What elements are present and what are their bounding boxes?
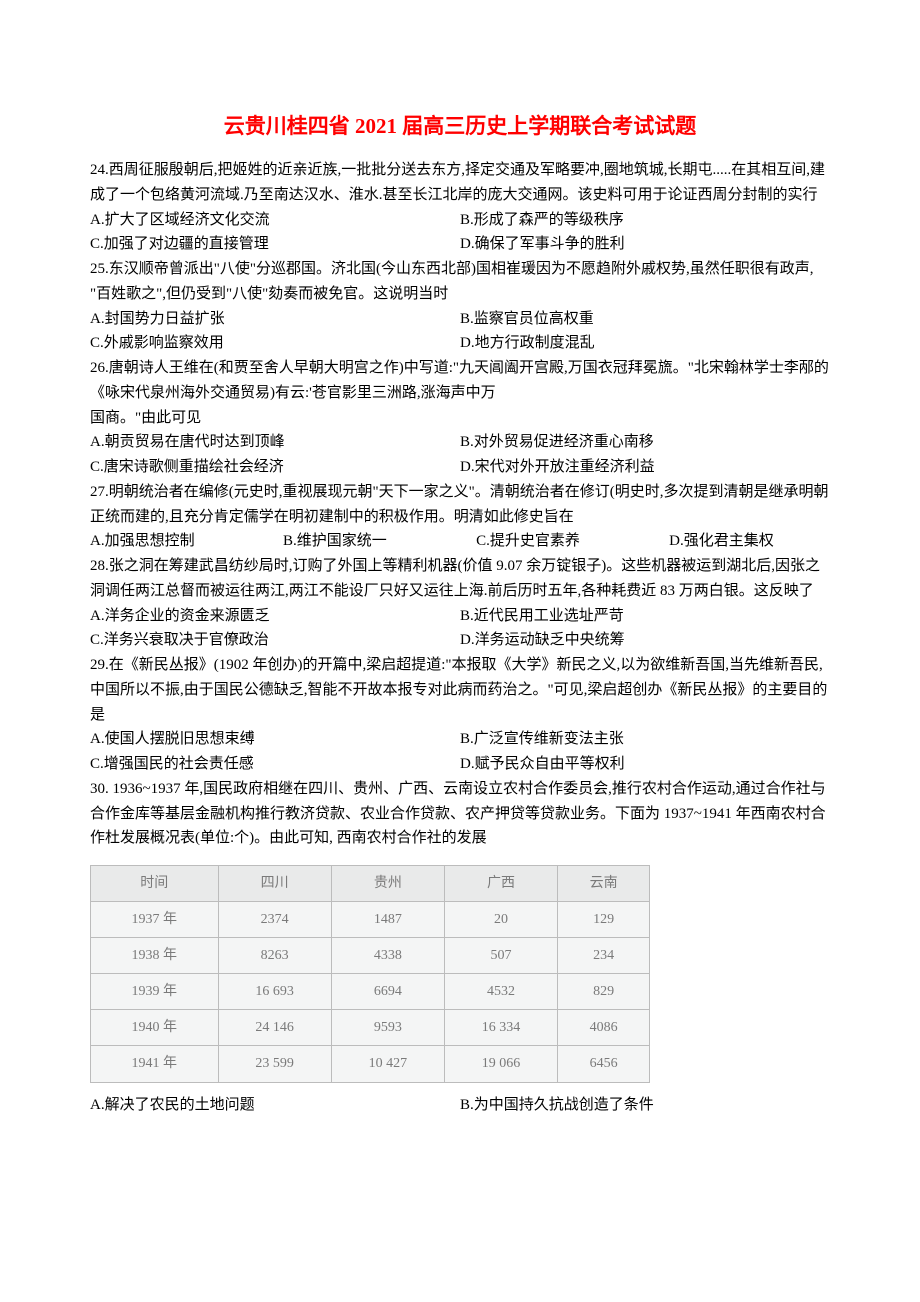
cell: 20 <box>444 902 557 938</box>
q25-opt-a: A.封国势力日益扩张 <box>90 307 460 332</box>
cell: 8263 <box>218 938 331 974</box>
q26-opt-d: D.宋代对外开放注重经济利益 <box>460 455 830 480</box>
q26-opt-b: B.对外贸易促进经济重心南移 <box>460 430 830 455</box>
cell: 4532 <box>444 974 557 1010</box>
cell: 1939 年 <box>91 974 219 1010</box>
q25-opt-c: C.外戚影响监察效用 <box>90 331 460 356</box>
cell: 23 599 <box>218 1046 331 1082</box>
cell: 6694 <box>331 974 444 1010</box>
q26-options: A.朝贡贸易在唐代时达到顶峰 B.对外贸易促进经济重心南移 C.唐宋诗歌侧重描绘… <box>90 430 830 480</box>
q25-opt-b: B.监察官员位高权重 <box>460 307 830 332</box>
q26-opt-a: A.朝贡贸易在唐代时达到顶峰 <box>90 430 460 455</box>
q29-opt-d: D.赋予民众自由平等权利 <box>460 752 830 777</box>
q24-stem: 24.西周征服殷朝后,把姬姓的近亲近族,一批批分送去东方,择定交通及军略要冲,圈… <box>90 158 830 208</box>
q27-opt-a: A.加强思想控制 <box>90 529 283 554</box>
q28-opt-d: D.洋务运动缺乏中央统筹 <box>460 628 830 653</box>
q29-stem: 29.在《新民丛报》(1902 年创办)的开篇中,梁启超提道:"本报取《大学》新… <box>90 653 830 727</box>
q24-opt-d: D.确保了军事斗争的胜利 <box>460 232 830 257</box>
q30-options: A.解决了农民的土地问题 B.为中国持久抗战创造了条件 <box>90 1093 830 1118</box>
cell: 19 066 <box>444 1046 557 1082</box>
q30-table-wrap: 时间 四川 贵州 广西 云南 1937 年 2374 1487 20 129 <box>90 865 830 1083</box>
th-time: 时间 <box>91 866 219 902</box>
q25-stem: 25.东汉顺帝曾派出"八使"分巡郡国。济北国(今山东西北部)国相崔瑗因为不愿趋附… <box>90 257 830 307</box>
q27-opt-c: C.提升史官素养 <box>476 529 669 554</box>
page-title: 云贵川桂四省 2021 届高三历史上学期联合考试试题 <box>90 110 830 140</box>
q27-opt-d: D.强化君主集权 <box>669 529 830 554</box>
cell: 16 334 <box>444 1010 557 1046</box>
q28-stem: 28.张之洞在筹建武昌纺纱局时,订购了外国上等精利机器(价值 9.07 余万锭银… <box>90 554 830 604</box>
exam-body: 24.西周征服殷朝后,把姬姓的近亲近族,一批批分送去东方,择定交通及军略要冲,圈… <box>90 158 830 1117</box>
q25-options: A.封国势力日益扩张 B.监察官员位高权重 C.外戚影响监察效用 D.地方行政制… <box>90 307 830 357</box>
table-row: 1937 年 2374 1487 20 129 <box>91 902 650 938</box>
q27-opt-b: B.维护国家统一 <box>283 529 476 554</box>
cell: 16 693 <box>218 974 331 1010</box>
cell: 4338 <box>331 938 444 974</box>
q29-opt-a: A.使国人摆脱旧思想束缚 <box>90 727 460 752</box>
table-row: 1940 年 24 146 9593 16 334 4086 <box>91 1010 650 1046</box>
cell: 6456 <box>558 1046 650 1082</box>
cell: 507 <box>444 938 557 974</box>
table-row: 1941 年 23 599 10 427 19 066 6456 <box>91 1046 650 1082</box>
cell: 1937 年 <box>91 902 219 938</box>
q24-options: A.扩大了区域经济文化交流 B.形成了森严的等级秩序 C.加强了对边疆的直接管理… <box>90 208 830 258</box>
q26-stem2: 国商。"由此可见 <box>90 406 830 431</box>
th-guangxi: 广西 <box>444 866 557 902</box>
cell: 1487 <box>331 902 444 938</box>
cell: 1938 年 <box>91 938 219 974</box>
exam-page: 云贵川桂四省 2021 届高三历史上学期联合考试试题 24.西周征服殷朝后,把姬… <box>0 0 920 1177</box>
q30-stem: 30. 1936~1937 年,国民政府相继在四川、贵州、广西、云南设立农村合作… <box>90 777 830 851</box>
q30-opt-b: B.为中国持久抗战创造了条件 <box>460 1093 830 1118</box>
q25-opt-d: D.地方行政制度混乱 <box>460 331 830 356</box>
cooperative-table: 时间 四川 贵州 广西 云南 1937 年 2374 1487 20 129 <box>90 865 650 1083</box>
q28-options: A.洋务企业的资金来源匮乏 B.近代民用工业选址严苛 C.洋务兴衰取决于官僚政治… <box>90 604 830 654</box>
q29-opt-b: B.广泛宣传维新变法主张 <box>460 727 830 752</box>
cell: 24 146 <box>218 1010 331 1046</box>
cell: 1941 年 <box>91 1046 219 1082</box>
table-row: 1939 年 16 693 6694 4532 829 <box>91 974 650 1010</box>
q24-opt-b: B.形成了森严的等级秩序 <box>460 208 830 233</box>
q26-opt-c: C.唐宋诗歌侧重描绘社会经济 <box>90 455 460 480</box>
cell: 829 <box>558 974 650 1010</box>
cell: 10 427 <box>331 1046 444 1082</box>
cell: 4086 <box>558 1010 650 1046</box>
q27-options: A.加强思想控制 B.维护国家统一 C.提升史官素养 D.强化君主集权 <box>90 529 830 554</box>
th-guizhou: 贵州 <box>331 866 444 902</box>
q27-stem: 27.明朝统治者在编修(元史时,重视展现元朝"天下一家之义"。清朝统治者在修订(… <box>90 480 830 530</box>
q24-opt-a: A.扩大了区域经济文化交流 <box>90 208 460 233</box>
q28-opt-c: C.洋务兴衰取决于官僚政治 <box>90 628 460 653</box>
q26-stem1: 26.唐朝诗人王维在(和贾至舍人早朝大明宫之作)中写道:"九天阊阖开宫殿,万国衣… <box>90 356 830 406</box>
q30-opt-a: A.解决了农民的土地问题 <box>90 1093 460 1118</box>
cell: 9593 <box>331 1010 444 1046</box>
th-sichuan: 四川 <box>218 866 331 902</box>
cell: 2374 <box>218 902 331 938</box>
cell: 129 <box>558 902 650 938</box>
q28-opt-b: B.近代民用工业选址严苛 <box>460 604 830 629</box>
th-yunnan: 云南 <box>558 866 650 902</box>
cell: 1940 年 <box>91 1010 219 1046</box>
table-head-row: 时间 四川 贵州 广西 云南 <box>91 866 650 902</box>
q24-opt-c: C.加强了对边疆的直接管理 <box>90 232 460 257</box>
q29-opt-c: C.增强国民的社会责任感 <box>90 752 460 777</box>
cell: 234 <box>558 938 650 974</box>
q28-opt-a: A.洋务企业的资金来源匮乏 <box>90 604 460 629</box>
table-row: 1938 年 8263 4338 507 234 <box>91 938 650 974</box>
q29-options: A.使国人摆脱旧思想束缚 B.广泛宣传维新变法主张 C.增强国民的社会责任感 D… <box>90 727 830 777</box>
